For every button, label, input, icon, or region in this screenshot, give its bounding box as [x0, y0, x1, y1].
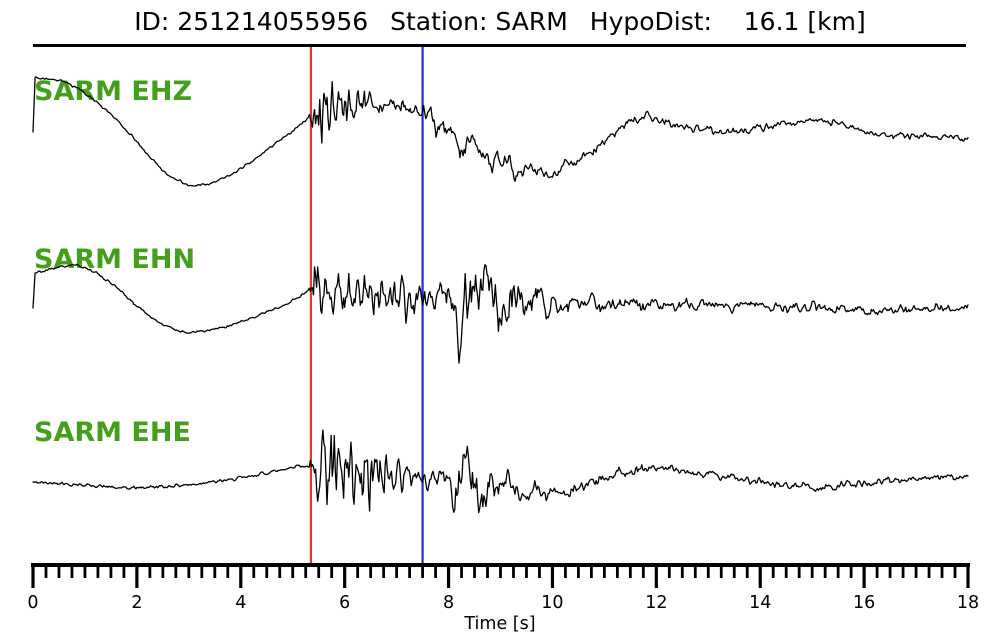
waveform-ehe — [32, 429, 969, 514]
hypodist-text: HypoDist: 16.1 [km] — [589, 7, 866, 36]
x-tick-label: 8 — [443, 593, 454, 613]
waveform-ehz — [32, 76, 969, 187]
trace-label-ehz: SARM EHZ — [34, 76, 193, 107]
trace-label-ehe: SARM EHE — [34, 417, 191, 448]
time-axis-label: Time [s] — [463, 614, 535, 634]
x-tick-label: 10 — [541, 593, 563, 613]
x-tick-label: 16 — [853, 593, 875, 613]
x-tick-label: 14 — [749, 593, 771, 613]
x-tick-label: 0 — [27, 593, 38, 613]
x-tick-label: 4 — [235, 593, 246, 613]
waveform-ehn — [32, 263, 969, 364]
title-separator-line — [33, 44, 966, 47]
x-tick-label: 2 — [131, 593, 142, 613]
x-tick-label: 6 — [339, 593, 350, 613]
x-tick-label: 12 — [645, 593, 667, 613]
trace-label-ehn: SARM EHN — [34, 244, 196, 275]
station-text: Station: SARM — [390, 7, 568, 36]
x-tick-label: 18 — [957, 593, 979, 613]
event-id-text: ID: 251214055956 — [134, 7, 369, 36]
figure-title: ID: 251214055956 Station: SARM HypoDist:… — [0, 6, 1000, 37]
